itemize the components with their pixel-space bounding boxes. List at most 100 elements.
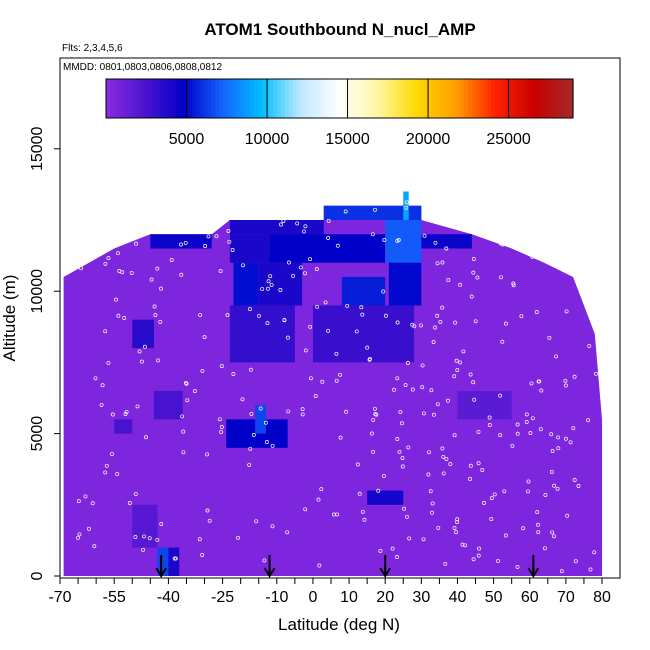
observation-marker xyxy=(458,360,463,365)
observation-marker xyxy=(371,449,376,454)
observation-marker xyxy=(554,354,559,359)
observation-marker xyxy=(98,238,103,243)
heatmap-cell xyxy=(132,319,154,349)
colorbar-segment xyxy=(141,79,146,118)
colorbar-segment xyxy=(113,79,119,118)
y-tick-label: 5000 xyxy=(29,416,46,452)
observation-marker xyxy=(83,494,88,499)
observation-marker xyxy=(110,412,115,417)
colorbar-segment xyxy=(464,79,469,118)
observation-marker xyxy=(183,381,188,385)
observation-marker xyxy=(106,256,111,261)
observation-marker xyxy=(225,313,230,318)
colorbar-segment xyxy=(199,79,204,118)
observation-marker xyxy=(392,387,396,392)
heatmap-cell xyxy=(229,220,324,235)
observation-marker xyxy=(205,452,210,457)
sounding-arrows xyxy=(155,555,540,578)
observation-marker xyxy=(106,360,111,365)
heatmap-cell xyxy=(255,405,266,434)
observation-marker xyxy=(463,543,468,548)
observation-marker xyxy=(563,383,568,388)
observation-marker xyxy=(482,501,486,505)
observation-marker xyxy=(530,416,535,421)
observation-marker xyxy=(573,559,578,564)
observation-marker xyxy=(247,462,252,467)
observation-marker xyxy=(460,542,465,547)
observation-marker xyxy=(452,526,457,530)
observation-marker xyxy=(134,241,138,246)
observation-marker xyxy=(430,157,435,162)
colorbar-segment xyxy=(176,79,181,118)
observation-marker xyxy=(386,181,391,186)
y-axis-label: Altitude (m) xyxy=(0,275,19,362)
heatmap-cell xyxy=(132,504,158,548)
observation-marker xyxy=(326,236,331,240)
x-tick-label: -25 xyxy=(211,589,234,606)
observation-marker xyxy=(169,258,174,262)
observation-marker xyxy=(568,440,573,445)
observation-marker xyxy=(314,267,319,272)
observation-marker xyxy=(316,497,321,502)
observation-marker xyxy=(489,517,494,522)
dates-note: MMDD: 0801,0803,0806,0808,0812 xyxy=(63,62,222,73)
observation-marker xyxy=(376,488,381,493)
observation-marker xyxy=(334,351,339,356)
heatmap-cell xyxy=(457,390,512,420)
observation-marker xyxy=(183,240,188,245)
colorbar-segment xyxy=(386,79,391,118)
observation-marker xyxy=(443,561,448,566)
observation-marker xyxy=(471,380,476,385)
colorbar-segment xyxy=(565,79,570,118)
observation-marker xyxy=(156,160,161,165)
observation-marker xyxy=(592,320,597,325)
heatmap-cell xyxy=(168,547,180,576)
observation-marker xyxy=(433,325,438,330)
heatmap-cell xyxy=(150,234,212,249)
observation-marker xyxy=(345,303,350,308)
heatmap-cell xyxy=(153,390,183,420)
colorbar-segment xyxy=(168,79,173,118)
heatmap-cell xyxy=(388,262,422,306)
observation-marker xyxy=(473,319,478,324)
observation-marker xyxy=(471,270,476,275)
observation-marker xyxy=(419,182,424,187)
observation-marker xyxy=(278,288,283,292)
sounding-arrow xyxy=(527,555,540,578)
observation-marker xyxy=(181,450,186,455)
heatmap-cell xyxy=(269,234,386,263)
colorbar-segment xyxy=(561,79,566,118)
observation-marker xyxy=(395,320,400,325)
observation-marker xyxy=(534,239,539,244)
heatmap-cell xyxy=(385,220,422,263)
x-axis: -70 -55 -40 -25 -10 0 10 20 30 40 50 60 70 80 xyxy=(48,578,611,606)
observation-marker xyxy=(122,316,127,320)
observation-marker xyxy=(86,526,91,531)
colorbar-segment xyxy=(440,79,446,118)
observation-marker xyxy=(421,537,426,542)
observation-marker xyxy=(142,344,147,349)
observation-marker xyxy=(556,435,560,440)
observation-marker xyxy=(466,149,471,154)
observation-marker xyxy=(167,188,172,193)
colorbar-segment xyxy=(537,79,543,118)
observation-marker xyxy=(404,205,409,210)
y-tick-label: 15000 xyxy=(29,126,46,171)
observation-marker xyxy=(107,237,112,242)
observation-marker xyxy=(144,435,148,440)
observation-marker xyxy=(410,322,415,327)
colorbar-segment xyxy=(277,79,282,118)
observation-marker xyxy=(179,242,183,247)
observation-marker xyxy=(549,432,554,437)
heatmap-background xyxy=(63,205,603,577)
observation-marker xyxy=(230,248,235,252)
observation-marker xyxy=(90,501,95,506)
y-tick-label: 0 xyxy=(29,571,46,580)
observation-marker xyxy=(503,533,508,538)
observation-marker xyxy=(281,219,286,223)
observation-marker xyxy=(103,329,108,334)
y-tick-label: 10000 xyxy=(29,269,46,314)
colorbar-segment xyxy=(514,79,520,118)
observation-marker xyxy=(503,321,508,326)
observation-marker xyxy=(539,388,544,393)
